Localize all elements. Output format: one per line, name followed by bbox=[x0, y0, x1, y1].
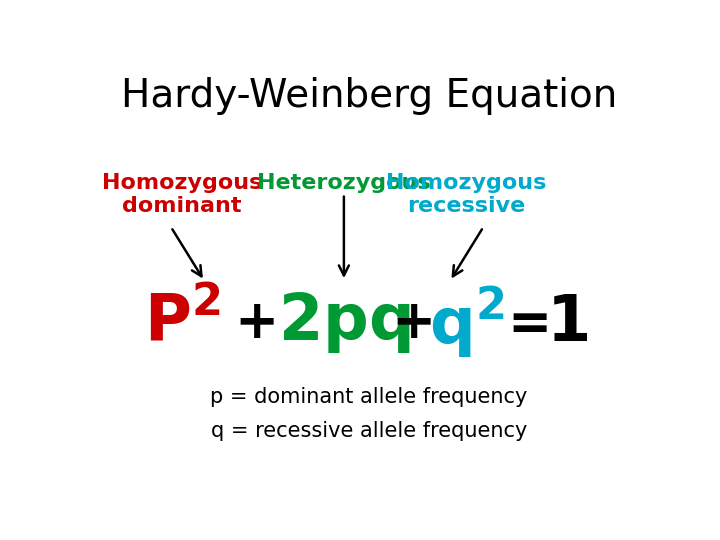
Text: $\mathbf{q^2}$: $\mathbf{q^2}$ bbox=[429, 285, 505, 360]
Text: $\mathbf{=}$: $\mathbf{=}$ bbox=[497, 296, 548, 349]
Text: q = recessive allele frequency: q = recessive allele frequency bbox=[211, 421, 527, 441]
Text: $\mathbf{P^2}$: $\mathbf{P^2}$ bbox=[144, 292, 220, 354]
Text: Heterozygous: Heterozygous bbox=[257, 173, 431, 193]
Text: $\mathbf{+}$: $\mathbf{+}$ bbox=[234, 296, 275, 349]
Text: Hardy-Weinberg Equation: Hardy-Weinberg Equation bbox=[121, 77, 617, 115]
Text: $\mathbf{+}$: $\mathbf{+}$ bbox=[390, 296, 431, 349]
Text: $\mathbf{1}$: $\mathbf{1}$ bbox=[546, 292, 588, 354]
Text: $\mathbf{2pq}$: $\mathbf{2pq}$ bbox=[278, 290, 410, 355]
Text: p = dominant allele frequency: p = dominant allele frequency bbox=[210, 387, 528, 408]
Text: Homozygous
dominant: Homozygous dominant bbox=[102, 173, 262, 216]
Text: Homozygous
recessive: Homozygous recessive bbox=[387, 173, 546, 216]
